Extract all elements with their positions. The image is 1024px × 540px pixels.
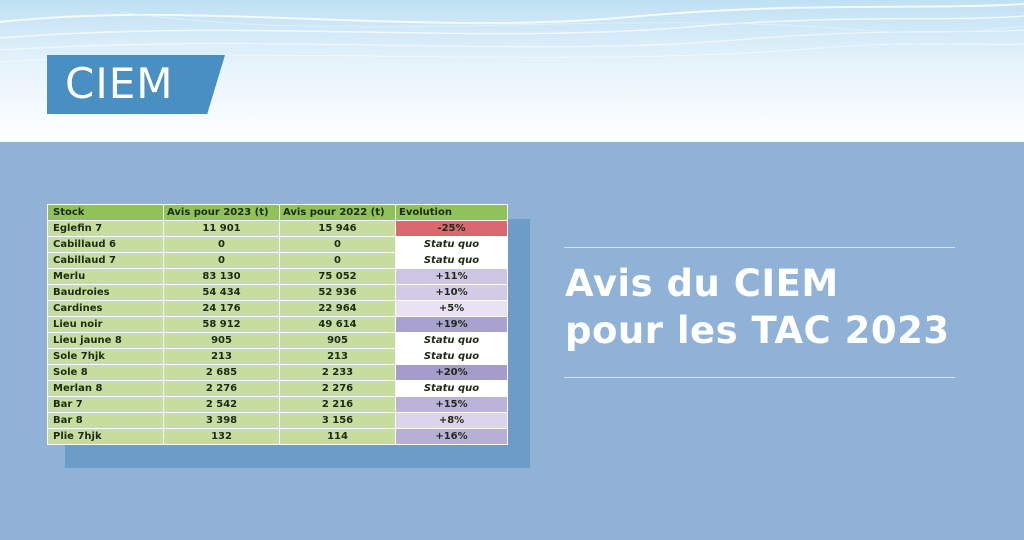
cell-avis-2022: 75 052 <box>279 268 396 285</box>
cell-avis-2022: 0 <box>279 236 396 253</box>
page-title: Avis du CIEM pour les TAC 2023 <box>565 260 965 354</box>
cell-stock: Sole 7hjk <box>47 348 164 365</box>
cell-avis-2023: 58 912 <box>163 316 280 333</box>
cell-avis-2023: 54 434 <box>163 284 280 301</box>
cell-evolution: +10% <box>395 284 508 301</box>
cell-avis-2022: 3 156 <box>279 412 396 429</box>
cell-stock: Cardines <box>47 300 164 317</box>
logo-background <box>47 55 225 114</box>
table-row: Sole 7hjk 213 213 Statu quo <box>47 348 508 365</box>
cell-stock: Baudroies <box>47 284 164 301</box>
cell-stock: Cabillaud 7 <box>47 252 164 269</box>
cell-avis-2022: 22 964 <box>279 300 396 317</box>
cell-stock: Merlu <box>47 268 164 285</box>
cell-avis-2023: 2 542 <box>163 396 280 413</box>
table-row: Merlu 83 130 75 052 +11% <box>47 268 508 285</box>
cell-avis-2023: 24 176 <box>163 300 280 317</box>
column-header-evolution: Evolution <box>395 204 508 221</box>
cell-stock: Lieu jaune 8 <box>47 332 164 349</box>
cell-avis-2023: 905 <box>163 332 280 349</box>
cell-avis-2022: 52 936 <box>279 284 396 301</box>
column-header-avis-2022: Avis pour 2022 (t) <box>279 204 396 221</box>
column-header-stock: Stock <box>47 204 164 221</box>
ciem-logo: CIEM <box>65 59 174 108</box>
cell-stock: Cabillaud 6 <box>47 236 164 253</box>
cell-evolution: +8% <box>395 412 508 429</box>
title-divider-bottom <box>564 377 955 378</box>
cell-avis-2023: 11 901 <box>163 220 280 237</box>
table-row: Lieu noir 58 912 49 614 +19% <box>47 316 508 333</box>
cell-avis-2022: 2 216 <box>279 396 396 413</box>
column-header-avis-2023: Avis pour 2023 (t) <box>163 204 280 221</box>
cell-evolution: Statu quo <box>395 252 508 269</box>
cell-stock: Sole 8 <box>47 364 164 381</box>
cell-avis-2023: 2 685 <box>163 364 280 381</box>
table-row: Lieu jaune 8 905 905 Statu quo <box>47 332 508 349</box>
cell-stock: Merlan 8 <box>47 380 164 397</box>
table-header-row: Stock Avis pour 2023 (t) Avis pour 2022 … <box>47 204 508 221</box>
title-line-1: Avis du CIEM <box>565 262 839 305</box>
cell-avis-2022: 114 <box>279 428 396 445</box>
cell-stock: Plie 7hjk <box>47 428 164 445</box>
cell-avis-2023: 132 <box>163 428 280 445</box>
table-row: Cardines 24 176 22 964 +5% <box>47 300 508 317</box>
table-row: Eglefin 7 11 901 15 946 -25% <box>47 220 508 237</box>
title-line-2: pour les TAC 2023 <box>565 309 950 352</box>
cell-stock: Eglefin 7 <box>47 220 164 237</box>
cell-avis-2023: 3 398 <box>163 412 280 429</box>
cell-avis-2023: 0 <box>163 236 280 253</box>
cell-evolution: +19% <box>395 316 508 333</box>
table-row: Cabillaud 6 0 0 Statu quo <box>47 236 508 253</box>
cell-avis-2022: 49 614 <box>279 316 396 333</box>
cell-evolution: +16% <box>395 428 508 445</box>
table-row: Cabillaud 7 0 0 Statu quo <box>47 252 508 269</box>
table-row: Baudroies 54 434 52 936 +10% <box>47 284 508 301</box>
cell-evolution: Statu quo <box>395 332 508 349</box>
cell-evolution: +15% <box>395 396 508 413</box>
cell-avis-2022: 2 276 <box>279 380 396 397</box>
table-body: Eglefin 7 11 901 15 946 -25% Cabillaud 6 0 0 St… <box>47 220 508 445</box>
cell-evolution: +20% <box>395 364 508 381</box>
cell-stock: Lieu noir <box>47 316 164 333</box>
cell-avis-2023: 0 <box>163 252 280 269</box>
cell-evolution: Statu quo <box>395 380 508 397</box>
cell-stock: Bar 8 <box>47 412 164 429</box>
cell-avis-2022: 2 233 <box>279 364 396 381</box>
cell-avis-2022: 213 <box>279 348 396 365</box>
stock-table: Stock Avis pour 2023 (t) Avis pour 2022 … <box>47 204 508 445</box>
cell-avis-2023: 2 276 <box>163 380 280 397</box>
cell-avis-2022: 0 <box>279 252 396 269</box>
table-row: Plie 7hjk 132 114 +16% <box>47 428 508 445</box>
cell-avis-2023: 213 <box>163 348 280 365</box>
cell-evolution: -25% <box>395 220 508 237</box>
cell-evolution: Statu quo <box>395 236 508 253</box>
cell-avis-2023: 83 130 <box>163 268 280 285</box>
title-divider-top <box>564 247 955 248</box>
header-banner: CIEM <box>0 0 1024 142</box>
cell-evolution: +11% <box>395 268 508 285</box>
cell-evolution: Statu quo <box>395 348 508 365</box>
cell-avis-2022: 15 946 <box>279 220 396 237</box>
cell-stock: Bar 7 <box>47 396 164 413</box>
cell-evolution: +5% <box>395 300 508 317</box>
cell-avis-2022: 905 <box>279 332 396 349</box>
